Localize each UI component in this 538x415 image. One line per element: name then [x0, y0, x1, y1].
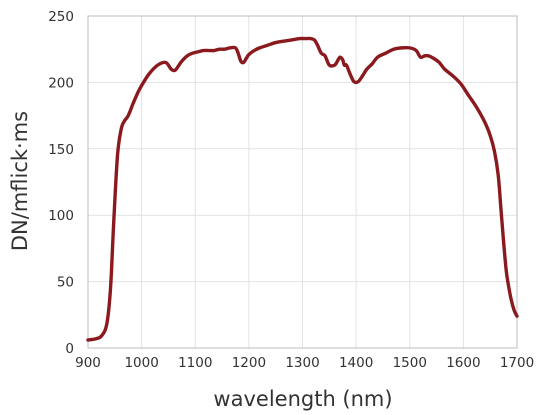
y-tick-label: 0 — [65, 341, 74, 357]
x-tick-label: 1700 — [500, 355, 534, 371]
y-tick-labels: 0 50 100 150 200 250 — [48, 9, 74, 357]
grid — [87, 15, 518, 349]
x-tick-label: 1500 — [393, 355, 427, 371]
y-tick-label: 100 — [48, 208, 74, 224]
y-tick-label: 50 — [57, 275, 74, 291]
x-tick-label: 1200 — [232, 355, 266, 371]
y-axis-title: DN/mflick·ms — [8, 111, 32, 251]
plot-frame — [87, 15, 518, 349]
y-tick-label: 150 — [48, 142, 74, 158]
x-tick-label: 1600 — [446, 355, 480, 371]
x-tick-label: 1000 — [124, 355, 158, 371]
x-axis-title: wavelength (nm) — [213, 387, 392, 411]
series-line — [86, 36, 519, 342]
x-tick-labels: 900 1000 1100 1200 1300 1400 1500 1600 1700 — [75, 355, 534, 371]
y-tick-label: 250 — [48, 9, 74, 25]
y-tick-label: 200 — [48, 75, 74, 91]
x-tick-label: 900 — [75, 355, 101, 371]
x-tick-label: 1400 — [339, 355, 373, 371]
x-tick-label: 1100 — [178, 355, 212, 371]
x-tick-label: 1300 — [285, 355, 319, 371]
